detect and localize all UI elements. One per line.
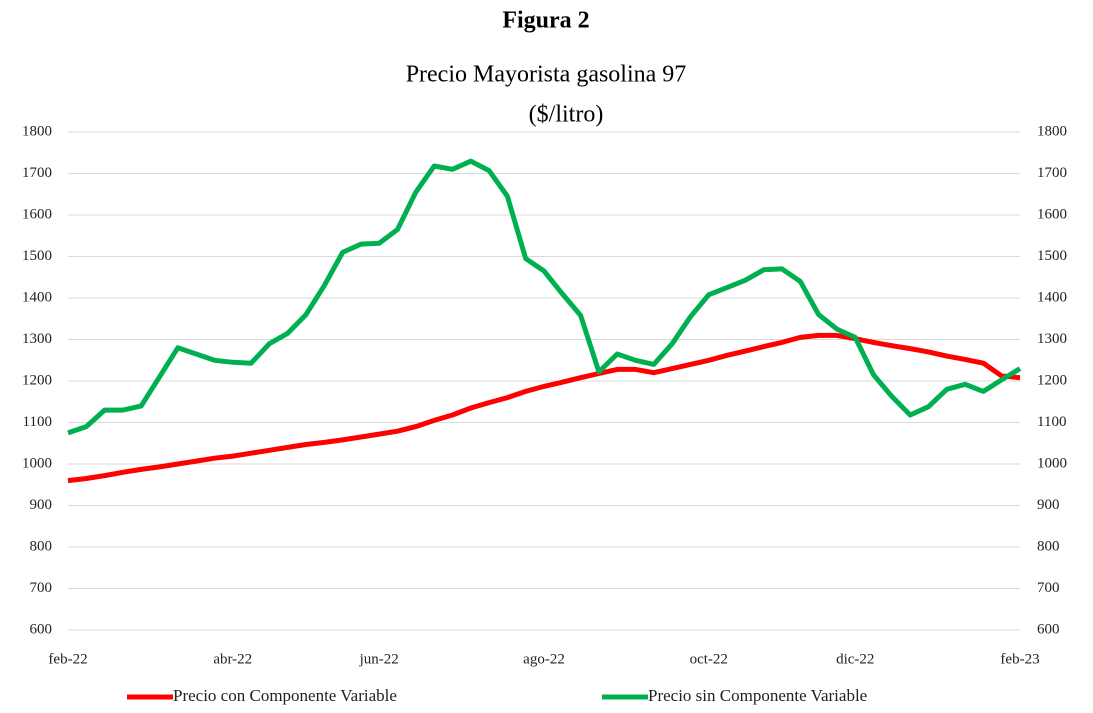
y2-tick-label: 800 bbox=[1037, 538, 1060, 554]
y-tick-label: 1700 bbox=[22, 165, 52, 181]
x-tick-label: dic-22 bbox=[836, 651, 874, 667]
series-line bbox=[67, 158, 1022, 436]
y2-tick-label: 1100 bbox=[1037, 414, 1066, 430]
y-tick-label: 1000 bbox=[22, 455, 52, 471]
x-tick-label: oct-22 bbox=[690, 651, 728, 667]
y2-tick-label: 600 bbox=[1037, 621, 1060, 637]
y-tick-label: 1800 bbox=[22, 123, 52, 139]
y-tick-label: 1600 bbox=[22, 206, 52, 222]
y-tick-label: 1400 bbox=[22, 289, 52, 305]
series-line bbox=[67, 332, 1021, 484]
y-tick-label: 1100 bbox=[23, 414, 52, 430]
chart-subtitle: ($/litro) bbox=[529, 102, 604, 128]
y2-tick-label: 1700 bbox=[1037, 165, 1067, 181]
y2-tick-label: 1000 bbox=[1037, 455, 1067, 471]
x-tick-label: ago-22 bbox=[523, 651, 565, 667]
y-tick-label: 1200 bbox=[22, 372, 52, 388]
x-tick-label: abr-22 bbox=[213, 651, 252, 667]
figure-label: Figura 2 bbox=[502, 8, 589, 34]
y2-tick-label: 700 bbox=[1037, 580, 1060, 596]
y-tick-label: 1500 bbox=[22, 248, 52, 264]
y-tick-label: 600 bbox=[30, 621, 53, 637]
chart-title: Precio Mayorista gasolina 97 bbox=[406, 62, 687, 88]
y2-tick-label: 1800 bbox=[1037, 123, 1067, 139]
y2-tick-label: 900 bbox=[1037, 497, 1060, 513]
legend-label: Precio con Componente Variable bbox=[173, 686, 397, 705]
x-tick-label: feb-23 bbox=[1000, 651, 1039, 667]
y-tick-label: 700 bbox=[30, 580, 53, 596]
y2-tick-label: 1200 bbox=[1037, 372, 1067, 388]
y-tick-label: 800 bbox=[30, 538, 53, 554]
legend-label: Precio sin Componente Variable bbox=[648, 686, 867, 705]
y-tick-label: 1300 bbox=[22, 331, 52, 347]
y2-tick-label: 1300 bbox=[1037, 331, 1067, 347]
y2-tick-label: 1600 bbox=[1037, 206, 1067, 222]
y2-tick-label: 1400 bbox=[1037, 289, 1067, 305]
x-tick-label: feb-22 bbox=[48, 651, 87, 667]
x-tick-label: jun-22 bbox=[359, 651, 399, 667]
y-tick-label: 900 bbox=[30, 497, 53, 513]
y2-tick-label: 1500 bbox=[1037, 248, 1067, 264]
